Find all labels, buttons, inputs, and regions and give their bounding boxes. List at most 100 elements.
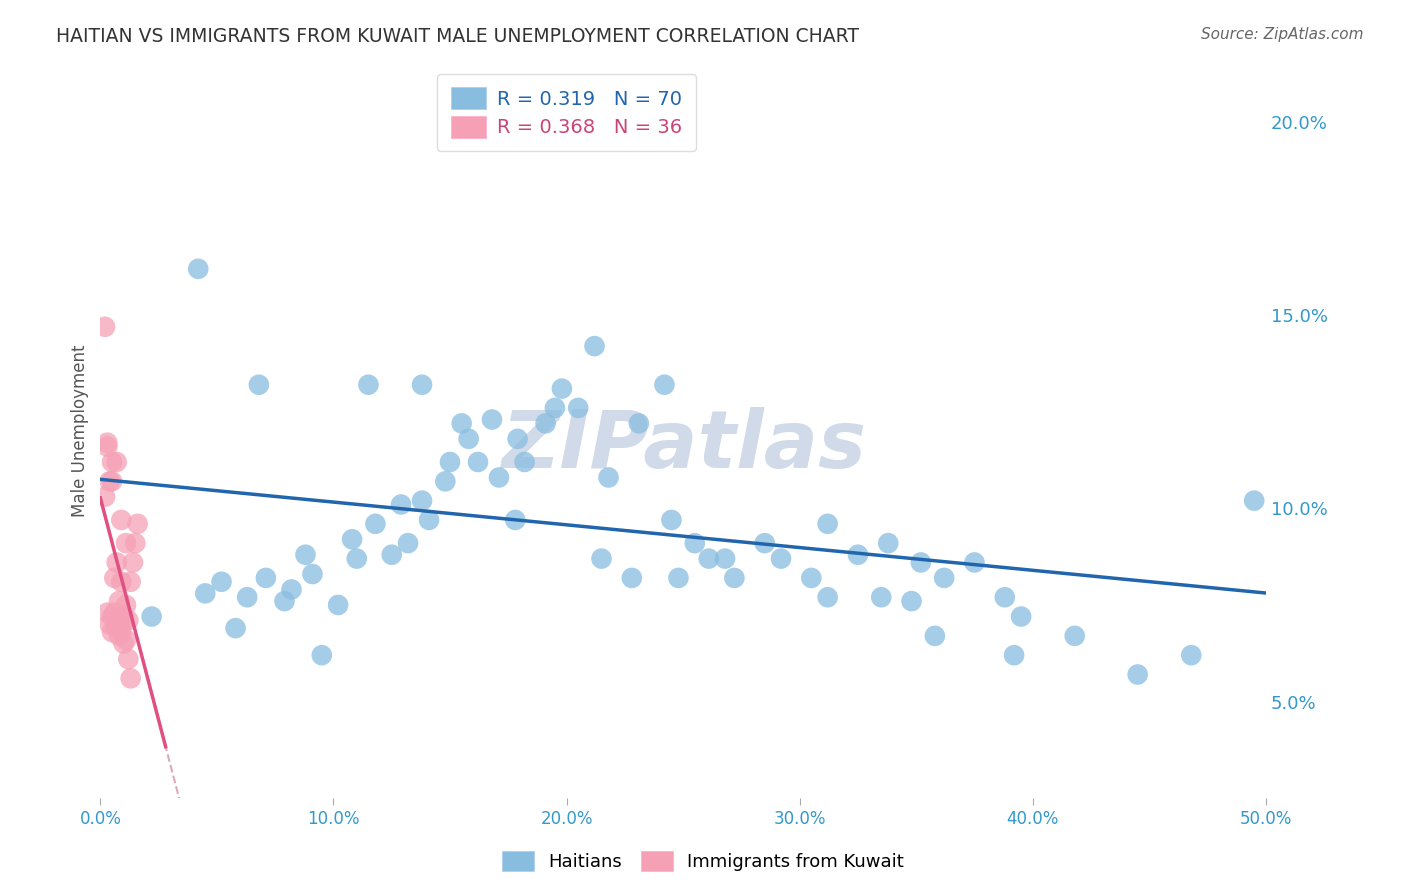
Point	[101, 455, 124, 469]
Point	[900, 594, 922, 608]
Point	[340, 533, 363, 547]
Point	[488, 470, 510, 484]
Point	[103, 571, 125, 585]
Point	[506, 432, 529, 446]
Point	[357, 377, 380, 392]
Point	[668, 571, 690, 585]
Point	[598, 470, 620, 484]
Point	[124, 536, 146, 550]
Point	[187, 261, 209, 276]
Point	[754, 536, 776, 550]
Point	[112, 637, 135, 651]
Point	[364, 516, 387, 531]
Point	[103, 606, 125, 620]
Point	[105, 621, 128, 635]
Point	[96, 606, 118, 620]
Text: ZIPatlas: ZIPatlas	[501, 407, 866, 484]
Point	[346, 551, 368, 566]
Point	[112, 614, 135, 628]
Point	[567, 401, 589, 415]
Point	[115, 632, 138, 647]
Text: Source: ZipAtlas.com: Source: ZipAtlas.com	[1201, 27, 1364, 42]
Point	[101, 625, 124, 640]
Point	[211, 574, 233, 589]
Point	[141, 609, 163, 624]
Point	[870, 591, 893, 605]
Point	[94, 490, 117, 504]
Point	[411, 377, 433, 392]
Point	[381, 548, 404, 562]
Point	[105, 614, 128, 628]
Point	[110, 609, 132, 624]
Point	[994, 591, 1017, 605]
Point	[98, 617, 121, 632]
Point	[544, 401, 567, 415]
Point	[1180, 648, 1202, 663]
Point	[110, 513, 132, 527]
Point	[627, 417, 650, 431]
Point	[108, 629, 131, 643]
Point	[1243, 493, 1265, 508]
Text: HAITIAN VS IMMIGRANTS FROM KUWAIT MALE UNEMPLOYMENT CORRELATION CHART: HAITIAN VS IMMIGRANTS FROM KUWAIT MALE U…	[56, 27, 859, 45]
Point	[534, 417, 557, 431]
Point	[910, 556, 932, 570]
Point	[273, 594, 295, 608]
Point	[96, 435, 118, 450]
Point	[117, 652, 139, 666]
Point	[1126, 667, 1149, 681]
Point	[817, 516, 839, 531]
Point	[551, 382, 574, 396]
Legend: R = 0.319   N = 70, R = 0.368   N = 36: R = 0.319 N = 70, R = 0.368 N = 36	[437, 74, 696, 151]
Point	[98, 475, 121, 489]
Point	[105, 455, 128, 469]
Point	[467, 455, 489, 469]
Point	[225, 621, 247, 635]
Point	[769, 551, 792, 566]
Point	[236, 591, 259, 605]
Point	[110, 574, 132, 589]
Point	[117, 614, 139, 628]
Point	[714, 551, 737, 566]
Point	[411, 493, 433, 508]
Point	[115, 598, 138, 612]
Point	[311, 648, 333, 663]
Point	[301, 567, 323, 582]
Point	[654, 377, 676, 392]
Point	[583, 339, 606, 353]
Point	[122, 556, 145, 570]
Point	[105, 556, 128, 570]
Point	[127, 516, 149, 531]
Point	[108, 594, 131, 608]
Point	[120, 574, 142, 589]
Point	[661, 513, 683, 527]
Point	[254, 571, 277, 585]
Point	[723, 571, 745, 585]
Point	[1063, 629, 1085, 643]
Point	[120, 671, 142, 685]
Point	[96, 440, 118, 454]
Point	[1002, 648, 1025, 663]
Point	[280, 582, 302, 597]
Point	[450, 417, 472, 431]
Point	[683, 536, 706, 550]
Point	[112, 609, 135, 624]
Point	[434, 475, 457, 489]
Point	[457, 432, 479, 446]
Point	[503, 513, 526, 527]
Point	[817, 591, 839, 605]
Point	[591, 551, 613, 566]
Point	[418, 513, 440, 527]
Point	[389, 498, 412, 512]
Point	[439, 455, 461, 469]
Point	[934, 571, 956, 585]
Point	[846, 548, 869, 562]
Point	[800, 571, 823, 585]
Point	[963, 556, 986, 570]
Point	[326, 598, 349, 612]
Y-axis label: Male Unemployment: Male Unemployment	[72, 345, 89, 517]
Point	[924, 629, 946, 643]
Point	[294, 548, 316, 562]
Point	[697, 551, 720, 566]
Point	[1010, 609, 1032, 624]
Point	[94, 319, 117, 334]
